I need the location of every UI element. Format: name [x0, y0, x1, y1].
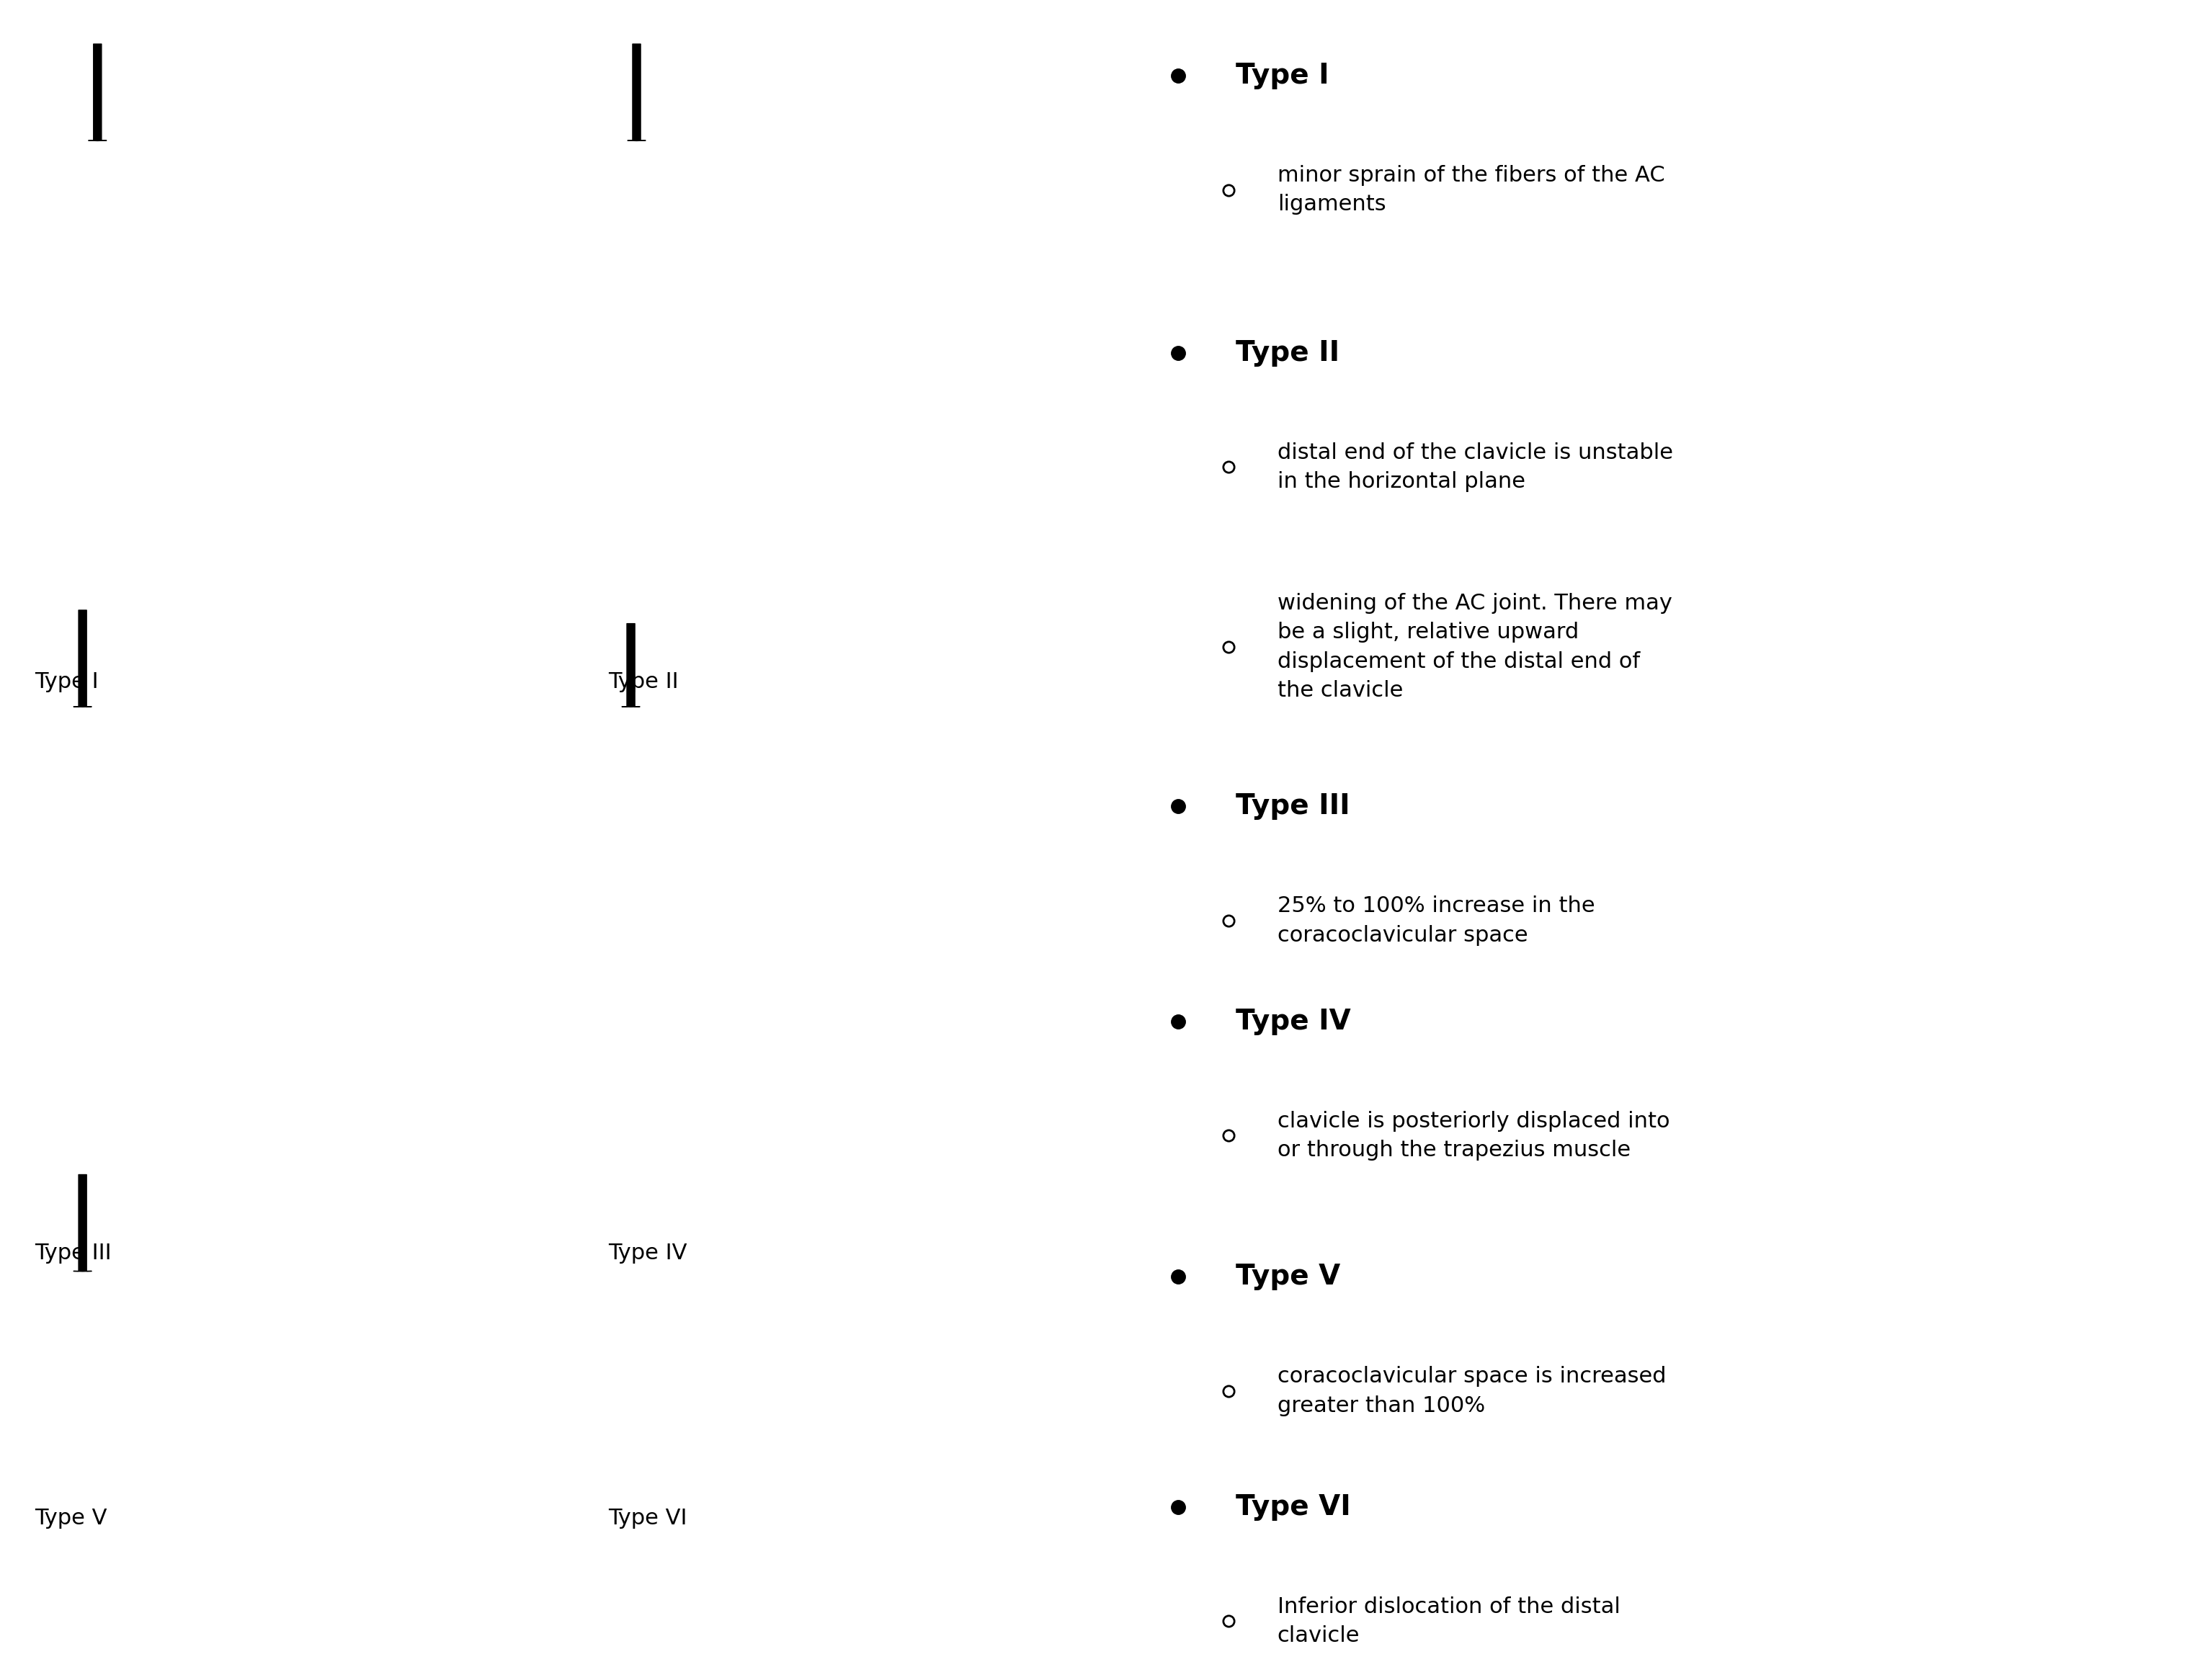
- Text: 25% to 100% increase in the
coracoclavicular space: 25% to 100% increase in the coracoclavic…: [1278, 895, 1596, 946]
- Text: coracoclavicular space is increased
greater than 100%: coracoclavicular space is increased grea…: [1278, 1366, 1666, 1416]
- Text: Type V: Type V: [35, 1509, 107, 1529]
- Text: Type III: Type III: [35, 1243, 112, 1263]
- Text: Type VI: Type VI: [609, 1509, 687, 1529]
- Text: distal end of the clavicle is unstable
in the horizontal plane: distal end of the clavicle is unstable i…: [1278, 442, 1672, 492]
- Text: Type VI: Type VI: [1235, 1494, 1351, 1520]
- Text: minor sprain of the fibers of the AC
ligaments: minor sprain of the fibers of the AC lig…: [1278, 165, 1666, 215]
- Text: Type I: Type I: [1235, 62, 1329, 89]
- Text: Type IV: Type IV: [1235, 1008, 1351, 1035]
- Text: Type II: Type II: [1235, 339, 1340, 366]
- Text: Type I: Type I: [35, 672, 99, 692]
- Text: Type II: Type II: [609, 672, 679, 692]
- Text: Type V: Type V: [1235, 1263, 1340, 1290]
- Text: Inferior dislocation of the distal
clavicle: Inferior dislocation of the distal clavi…: [1278, 1596, 1620, 1646]
- Text: widening of the AC joint. There may
be a slight, relative upward
displacement of: widening of the AC joint. There may be a…: [1278, 593, 1672, 701]
- Text: clavicle is posteriorly displaced into
or through the trapezius muscle: clavicle is posteriorly displaced into o…: [1278, 1110, 1670, 1161]
- Text: Type III: Type III: [1235, 793, 1351, 820]
- Text: Type IV: Type IV: [609, 1243, 687, 1263]
